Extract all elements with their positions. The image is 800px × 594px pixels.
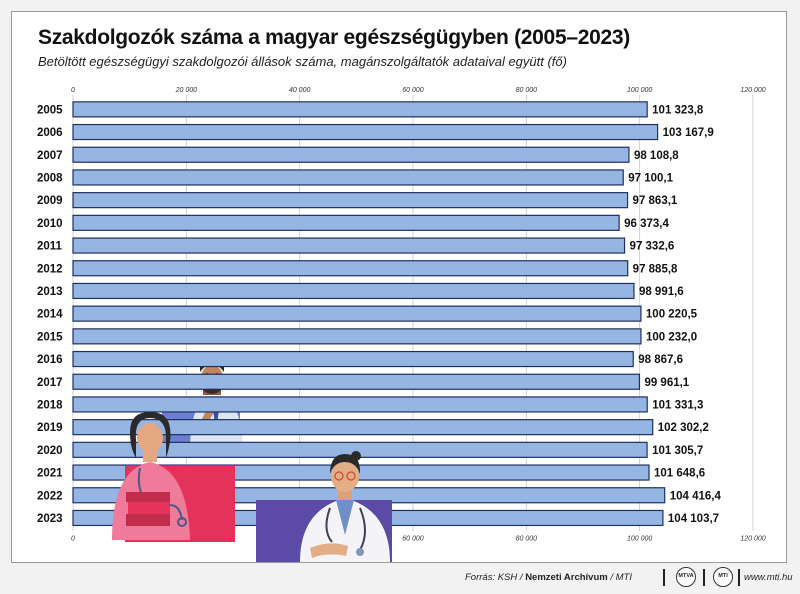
year-label: 2017 (37, 377, 63, 389)
x-tick-label-top: 80 000 (516, 87, 538, 94)
x-tick-label-top: 0 (71, 87, 75, 94)
footer: Forrás: KSH / Nemzeti Archívum / MTI MTV… (0, 563, 800, 594)
bar (72, 237, 626, 254)
website-link[interactable]: www.mti.hu (744, 572, 793, 583)
bar (72, 146, 630, 163)
value-label: 97 100,1 (628, 172, 673, 184)
year-label: 2011 (37, 241, 63, 253)
value-label: 97 863,1 (633, 195, 678, 207)
source-suffix: / MTI (607, 572, 632, 583)
year-label: 2018 (37, 399, 63, 411)
x-tick-label-bottom: 80 000 (516, 535, 538, 542)
year-label: 2016 (37, 354, 63, 366)
value-label: 97 885,8 (633, 263, 678, 275)
year-label: 2023 (37, 513, 63, 525)
separator (663, 569, 665, 586)
year-label: 2019 (37, 422, 63, 434)
bar (72, 419, 654, 436)
bar (72, 373, 641, 390)
year-label: 2015 (37, 331, 63, 343)
bar (72, 328, 642, 345)
value-label: 103 167,9 (663, 127, 714, 139)
bar (72, 305, 642, 322)
woman-with-books-icon (112, 412, 235, 542)
value-label: 101 331,3 (652, 399, 703, 411)
separator (703, 569, 705, 586)
bar (72, 350, 634, 368)
bar (72, 123, 659, 141)
year-label: 2008 (37, 172, 63, 184)
bar (72, 192, 629, 209)
value-label: 100 232,0 (646, 331, 697, 343)
year-label: 2007 (37, 150, 63, 162)
value-label: 99 961,1 (644, 377, 689, 389)
year-label: 2020 (37, 445, 63, 457)
bar (72, 282, 635, 300)
top-axis-ticks: 0 20 000 40 000 60 000 80 000 100 000 120 000 (71, 87, 766, 94)
source-prefix: Forrás: KSH / (465, 572, 526, 583)
bar (72, 396, 648, 413)
chart-subtitle: Betöltött egészségügyi szakdolgozói állá… (38, 54, 567, 69)
source-credit: Forrás: KSH / Nemzeti Archívum / MTI (465, 572, 632, 583)
doctor-with-stethoscope-icon (256, 451, 392, 562)
value-label: 104 103,7 (668, 513, 719, 525)
value-label: 104 416,4 (670, 490, 722, 502)
year-label: 2021 (37, 468, 63, 480)
value-label: 101 305,7 (652, 445, 703, 457)
year-label: 2005 (37, 104, 63, 116)
value-label: 101 648,6 (654, 468, 705, 480)
bar (72, 169, 624, 186)
value-label: 100 220,5 (646, 309, 698, 321)
x-tick-label-top: 100 000 (627, 87, 652, 94)
source-archive: Nemzeti Archívum (525, 572, 608, 583)
mti-logo: MTI (713, 567, 733, 587)
year-label: 2022 (37, 490, 63, 502)
year-label: 2014 (37, 309, 63, 321)
value-label: 102 302,2 (658, 422, 709, 434)
bars-group (72, 101, 666, 527)
value-label: 98 991,6 (639, 286, 684, 298)
x-tick-label-bottom: 60 000 (402, 535, 424, 542)
bar (72, 260, 629, 277)
year-label: 2012 (37, 263, 63, 275)
x-tick-label-top: 60 000 (402, 87, 424, 94)
year-label: 2013 (37, 286, 63, 298)
bar (72, 214, 620, 231)
bar (72, 101, 648, 118)
x-tick-label-top: 40 000 (289, 87, 311, 94)
value-label: 98 108,8 (634, 150, 679, 162)
year-label: 2006 (37, 127, 63, 139)
separator (738, 569, 740, 586)
value-label: 101 323,8 (652, 104, 704, 116)
x-tick-label-bottom: 0 (71, 535, 75, 542)
x-tick-label-bottom: 120 000 (740, 535, 765, 542)
value-label: 97 332,6 (630, 241, 675, 253)
x-tick-label-bottom: 100 000 (627, 535, 652, 542)
year-label: 2009 (37, 195, 63, 207)
year-labels-group: 2005 2006 2007 2008 2009 2010 2011 2012 2013 2014… (37, 104, 63, 525)
year-label: 2010 (37, 218, 63, 230)
value-labels-group: 101 323,8 103 167,9 98 108,8 97 100,1 97 863… (624, 104, 721, 525)
value-label: 96 373,4 (624, 218, 669, 230)
chart-title: Szakdolgozók száma a magyar egészségügyb… (38, 26, 630, 49)
x-tick-label-top: 120 000 (740, 87, 765, 94)
mtva-logo: MTVA (676, 567, 696, 587)
value-label: 98 867,6 (638, 354, 683, 366)
x-tick-label-top: 20 000 (175, 87, 198, 94)
